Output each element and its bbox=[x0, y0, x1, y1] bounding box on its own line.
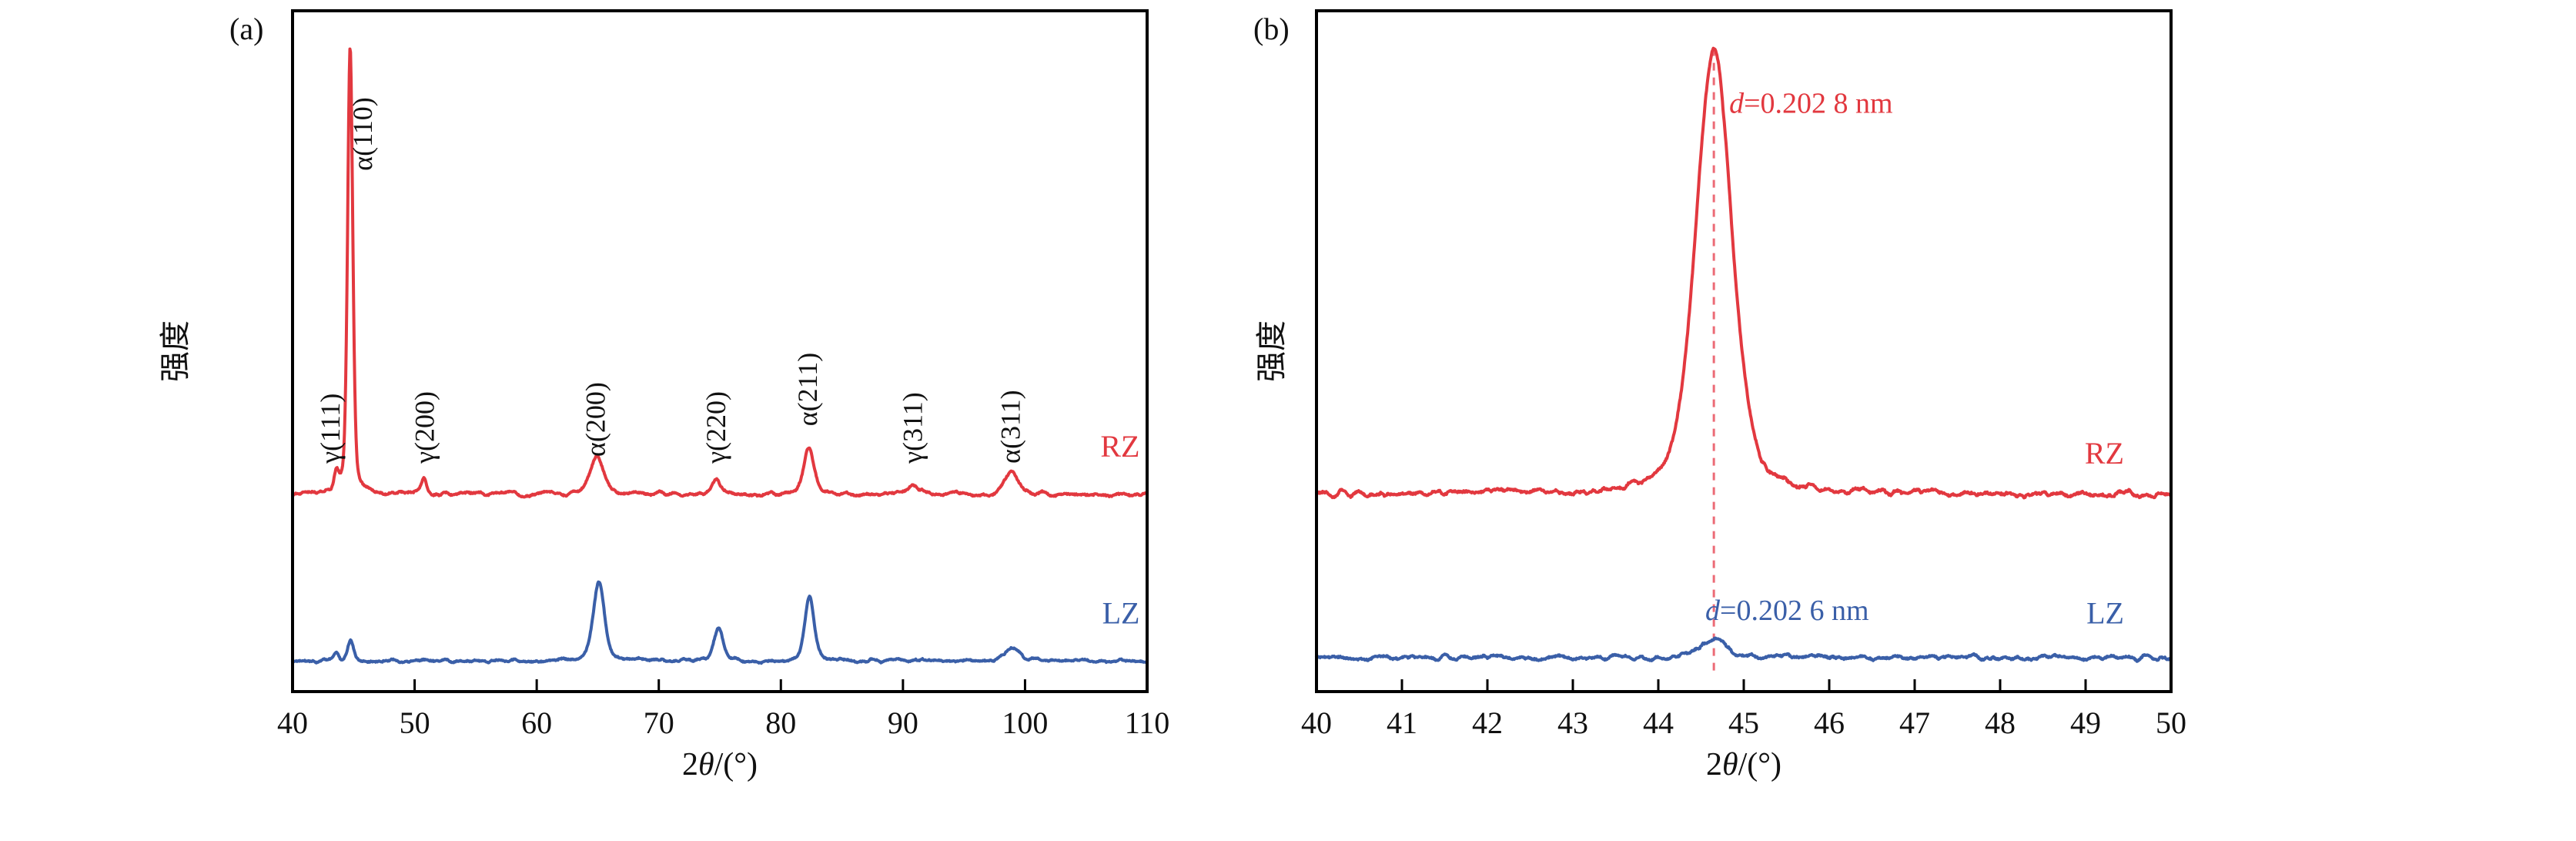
x-tick-label: 43 bbox=[1557, 705, 1588, 740]
series-RZ-label: RZ bbox=[1100, 429, 1139, 464]
series-RZ-curve bbox=[1315, 46, 2173, 500]
peak-label: γ(111) bbox=[315, 394, 346, 464]
x-tick-label: 48 bbox=[1985, 705, 2016, 740]
panel-a-tag: (a) bbox=[229, 12, 264, 46]
d-spacing-annotation: d=0.202 6 nm bbox=[1705, 595, 1869, 627]
panel-b-xlabel: 2θ/(°) bbox=[1706, 749, 1781, 781]
x-tick-label: 110 bbox=[1125, 705, 1170, 740]
x-tick-label: 60 bbox=[521, 705, 552, 740]
panel-a-xlabel: 2θ/(°) bbox=[682, 749, 758, 781]
peak-label: α(110) bbox=[347, 97, 378, 171]
x-tick-label: 50 bbox=[400, 705, 430, 740]
xlabel-part: /(°) bbox=[714, 747, 758, 782]
x-tick-label: 90 bbox=[888, 705, 918, 740]
x-tick-label: 44 bbox=[1643, 705, 1674, 740]
xlabel-part: θ bbox=[698, 747, 714, 782]
series-LZ-label: LZ bbox=[1102, 596, 1140, 631]
x-tick-label: 41 bbox=[1387, 705, 1417, 740]
x-tick-label: 40 bbox=[277, 705, 308, 740]
xlabel-part: θ bbox=[1721, 747, 1738, 782]
panel-b-ylabel: 强度 bbox=[1254, 320, 1289, 382]
series-RZ-label: RZ bbox=[2085, 436, 2124, 471]
x-tick-label: 49 bbox=[2070, 705, 2101, 740]
series-LZ-label: LZ bbox=[2086, 596, 2124, 631]
peak-label: γ(220) bbox=[701, 391, 731, 464]
x-tick-label: 47 bbox=[1899, 705, 1930, 740]
x-tick-label: 70 bbox=[644, 705, 674, 740]
xlabel-part: 2 bbox=[1705, 747, 1722, 782]
panel-b-tag: (b) bbox=[1253, 12, 1290, 46]
x-tick-label: 50 bbox=[2156, 705, 2186, 740]
peak-label: α(311) bbox=[995, 390, 1025, 464]
peak-label: γ(200) bbox=[409, 391, 440, 464]
series-LZ-curve bbox=[1315, 636, 2173, 663]
peak-label: γ(311) bbox=[898, 392, 928, 464]
d-spacing-annotation: d=0.202 8 nm bbox=[1729, 88, 1893, 120]
xlabel-part: /(°) bbox=[1738, 747, 1782, 782]
peak-label: α(211) bbox=[792, 353, 823, 427]
peak-label: α(200) bbox=[580, 382, 611, 457]
x-tick-label: 45 bbox=[1728, 705, 1759, 740]
panel-a: RZ γ(111) α(110) γ(200) α(200) γ(220) α(211) γ(… bbox=[277, 9, 1170, 740]
x-tick-label: 42 bbox=[1472, 705, 1503, 740]
xlabel-part: 2 bbox=[681, 747, 698, 782]
x-tick-label: 100 bbox=[1002, 705, 1048, 740]
x-tick-label: 46 bbox=[1814, 705, 1845, 740]
series-RZ-curve bbox=[291, 47, 1149, 499]
panel-a-ylabel: 强度 bbox=[158, 320, 192, 382]
x-tick-label: 80 bbox=[765, 705, 796, 740]
panel-b: RZ LZ 40 41 42 43 44 45 46 47 48 49 50 d=0.202 8 nm d=… bbox=[1301, 9, 2186, 740]
plot-frame bbox=[291, 9, 1149, 693]
series-LZ-curve bbox=[291, 580, 1149, 665]
x-tick-label: 40 bbox=[1301, 705, 1332, 740]
